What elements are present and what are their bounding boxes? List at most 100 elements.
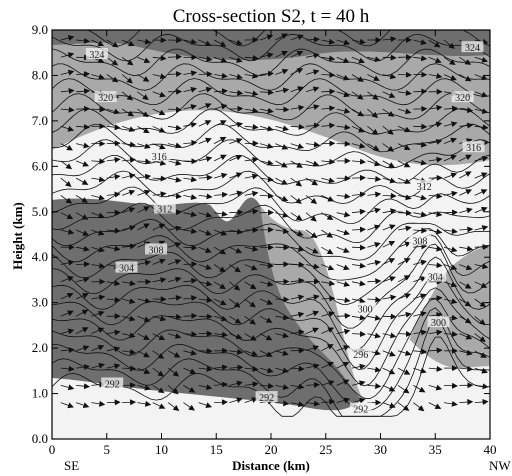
wind-vector	[183, 295, 198, 302]
wind-vector	[443, 154, 457, 162]
y-tick-label: 3.0	[32, 295, 48, 310]
wind-vector	[305, 160, 320, 167]
wind-vector	[351, 380, 366, 387]
wind-vector	[137, 158, 152, 165]
wind-vector	[60, 160, 72, 170]
wind-vector	[259, 367, 274, 374]
wind-vector	[397, 225, 412, 232]
wind-vector	[367, 314, 382, 321]
shading-dark-lower	[52, 197, 370, 410]
wind-vector	[106, 191, 121, 198]
wind-vector	[275, 50, 288, 58]
wind-vector	[229, 264, 241, 273]
wind-vector	[60, 88, 75, 94]
wind-vector	[413, 402, 425, 412]
wind-vector	[459, 264, 473, 271]
wind-vector	[290, 212, 303, 221]
y-tick-label: 9.0	[32, 22, 48, 37]
wind-vector	[275, 400, 290, 407]
wind-vector	[183, 312, 198, 319]
wind-vector	[60, 52, 75, 58]
wind-vector	[336, 39, 351, 46]
contour-label-bg	[101, 377, 124, 389]
wind-vector	[198, 137, 212, 144]
wind-vector	[443, 39, 455, 49]
y-tick-label: 1.0	[32, 386, 48, 401]
wind-vector	[214, 72, 228, 79]
wind-vector	[259, 315, 273, 323]
wind-vector	[305, 122, 320, 129]
contour-label-bg	[413, 179, 436, 191]
wind-vector	[336, 312, 351, 319]
wind-vector	[443, 105, 458, 112]
wind-vector	[121, 39, 135, 47]
wind-vector	[351, 363, 366, 370]
wind-vector	[183, 385, 196, 393]
wind-vector	[75, 293, 89, 300]
wind-vector	[76, 261, 91, 268]
contour-label: 292	[105, 379, 120, 390]
wind-vector	[183, 277, 198, 284]
contour-label-bg	[148, 150, 171, 162]
wind-vector	[367, 160, 381, 167]
wind-vector	[459, 315, 472, 324]
wind-vector	[168, 53, 183, 60]
wind-vector	[213, 264, 226, 273]
wind-vector	[213, 103, 228, 110]
wind-vector	[428, 121, 443, 128]
wind-vector	[321, 38, 336, 45]
wind-vector	[413, 141, 428, 148]
wind-vector	[229, 105, 244, 112]
wind-vector	[275, 332, 289, 339]
wind-vector	[290, 104, 305, 111]
wind-vector	[459, 298, 472, 307]
wind-vector	[305, 212, 317, 222]
wind-vector	[382, 276, 396, 283]
x-tick-label: 10	[155, 442, 168, 457]
wind-vector	[428, 138, 443, 145]
wind-vector	[459, 207, 473, 214]
wind-vector	[397, 258, 411, 265]
wind-vector	[321, 105, 336, 112]
wind-vector	[168, 294, 182, 301]
wind-vector	[137, 315, 151, 323]
wind-vector	[167, 385, 179, 395]
wind-vector	[76, 245, 90, 252]
wind-vector	[321, 88, 336, 95]
wind-vector	[443, 228, 458, 235]
wind-vector	[183, 244, 198, 251]
wind-vector	[336, 379, 350, 386]
contour-label-bg	[354, 302, 377, 314]
wind-vector	[229, 298, 241, 308]
wind-vector	[259, 125, 274, 132]
wind-vector	[413, 276, 427, 283]
wind-vector	[152, 159, 167, 166]
wind-vector	[60, 69, 75, 76]
wind-vector	[474, 189, 488, 196]
wind-vector	[183, 121, 198, 128]
wind-vector	[428, 384, 443, 391]
y-tick-label: 7.0	[32, 113, 48, 128]
wind-vector	[367, 332, 381, 339]
wind-vector	[106, 227, 121, 234]
wind-vector	[336, 124, 351, 131]
wind-vector	[336, 264, 350, 271]
wind-vector	[214, 381, 228, 388]
wind-vector	[382, 224, 396, 231]
wind-vector	[336, 229, 350, 236]
wind-vector	[213, 172, 228, 179]
wind-vector	[60, 212, 74, 219]
wind-vector	[305, 86, 320, 93]
wind-vector	[91, 310, 105, 317]
wind-vector	[76, 88, 91, 95]
wind-vector	[167, 259, 182, 265]
contour-label: 324	[465, 43, 480, 54]
x-tick-label: 20	[265, 442, 278, 457]
wind-vector	[275, 106, 290, 113]
wind-vector	[397, 160, 411, 168]
wind-vector	[305, 294, 320, 301]
wind-vector	[106, 296, 121, 303]
wind-vector	[213, 39, 227, 47]
wind-vector	[137, 74, 150, 82]
wind-vector	[183, 367, 197, 375]
